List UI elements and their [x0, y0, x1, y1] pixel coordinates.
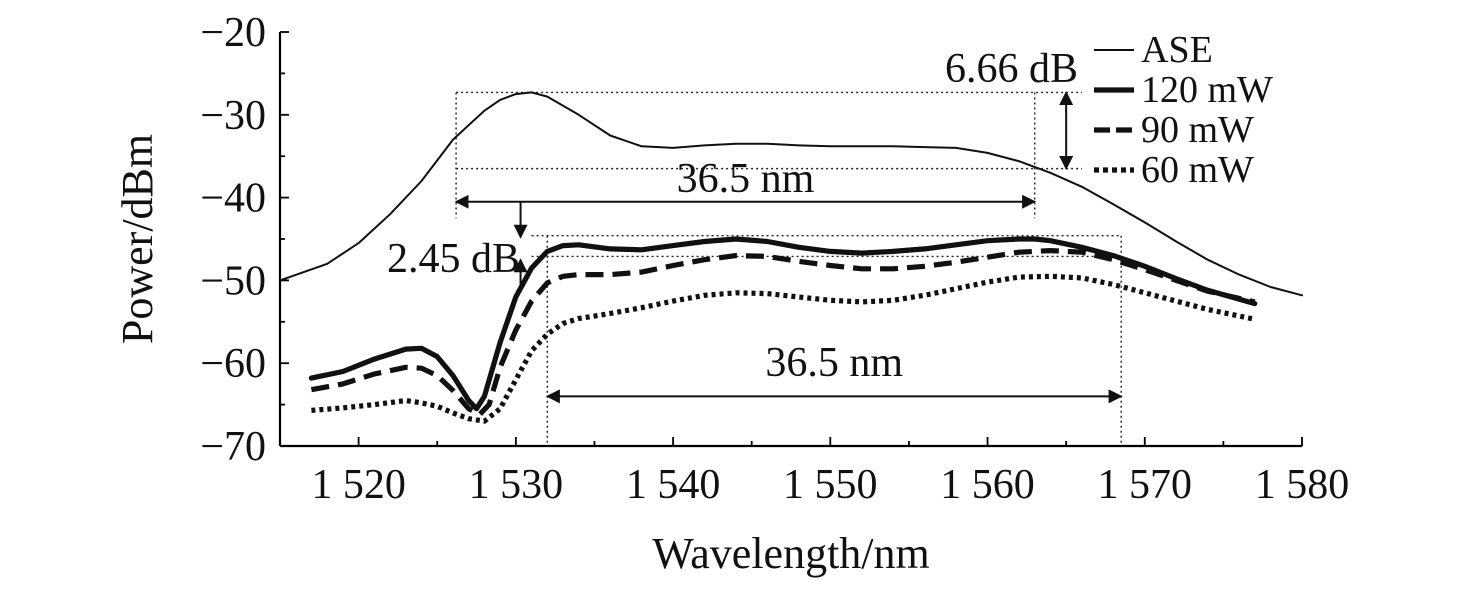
- series-line-3: [311, 273, 1256, 424]
- legend-label-1: 120 mW: [1141, 69, 1273, 111]
- x-tick-label: 1 530: [469, 462, 564, 508]
- guides-layer: [455, 91, 1122, 446]
- x-tick-label: 1 540: [626, 462, 721, 508]
- annotation-label-36-5-nm-lower: 36.5 nm: [765, 340, 903, 386]
- legend-label-0: ASE: [1141, 29, 1213, 71]
- x-tick-label: 1 520: [311, 462, 406, 508]
- annotation-label-2-45-db: 2.45 dB: [387, 236, 520, 282]
- annotation-label-36-5-nm-upper: 36.5 nm: [677, 156, 815, 202]
- legend-label-2: 90 mW: [1141, 109, 1254, 151]
- series-layer: [279, 91, 1303, 424]
- annotation-label-6-66-db: 6.66 dB: [945, 46, 1078, 92]
- y-tick-label: −70: [200, 424, 266, 470]
- x-tick-label: 1 570: [1098, 462, 1193, 508]
- y-tick-label: −40: [200, 176, 266, 222]
- y-axis-label: Power/dBm: [113, 134, 162, 344]
- series-line-0: [279, 91, 1303, 297]
- x-axis-label: Wavelength/nm: [652, 529, 930, 578]
- y-tick-label: −60: [200, 341, 266, 387]
- series-line-2: [310, 248, 1256, 418]
- y-tick-label: −30: [200, 93, 266, 139]
- annotation-layer: 6.66 dB 36.5 nm 2.45 dB 36.5 nm: [387, 46, 1123, 404]
- x-tick-label: 1 580: [1255, 462, 1350, 508]
- x-tick-label: 1 550: [783, 462, 878, 508]
- axes-layer: 1 520 1 530 1 540 1 550 1 560 1 570 1 580 −20 −3…: [200, 10, 1349, 508]
- x-tick-label: 1 560: [940, 462, 1035, 508]
- y-tick-label: −50: [200, 258, 266, 304]
- legend-label-3: 60 mW: [1141, 149, 1254, 191]
- y-tick-label: −20: [200, 10, 266, 56]
- series-line-1: [308, 236, 1258, 412]
